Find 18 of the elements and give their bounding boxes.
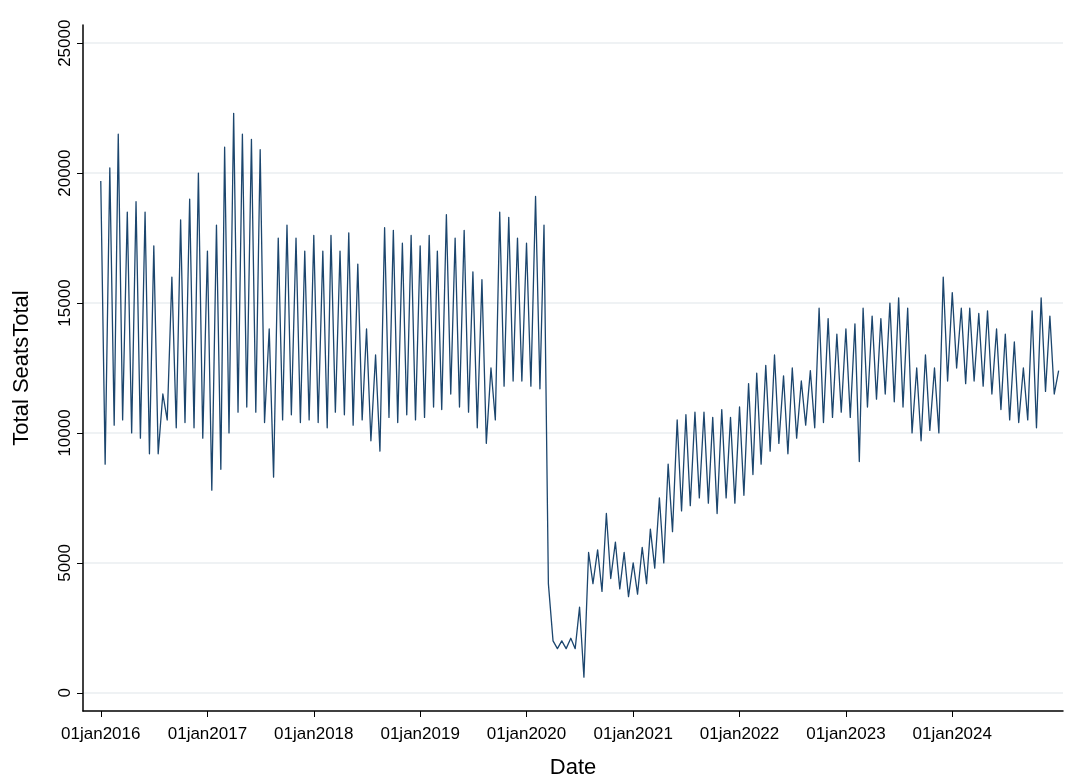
x-tick-label: 01jan2021 [593,724,673,743]
y-tick-label: 5000 [55,543,74,582]
x-tick-label: 01jan2024 [912,724,992,743]
y-tick-label: 15000 [55,279,74,327]
y-tick-label: 0 [55,688,74,698]
y-axis-title: Total SeatsTotal [7,290,33,446]
y-tick-label: 20000 [55,149,74,197]
x-axis-title: Date [549,753,597,779]
x-tick-label: 01jan2020 [486,724,567,743]
x-tick-label: 01jan2022 [699,724,780,743]
x-tick-label: 01jan2017 [167,724,248,743]
x-tick-label: 01jan2016 [61,724,141,743]
x-tick-label: 01jan2023 [806,724,886,743]
x-tick-label: 01jan2018 [274,724,354,743]
x-tick-label: 01jan2019 [380,724,460,743]
y-tick-label: 10000 [55,409,74,457]
y-tick-label: 25000 [55,19,74,67]
line-series [100,112,1060,678]
